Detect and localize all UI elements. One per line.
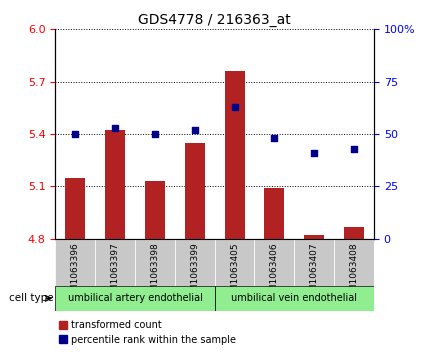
FancyBboxPatch shape [175,239,215,286]
Text: GSM1063397: GSM1063397 [110,242,119,303]
Title: GDS4778 / 216363_at: GDS4778 / 216363_at [138,13,291,26]
Point [191,127,198,132]
FancyBboxPatch shape [294,239,334,286]
Text: GSM1063408: GSM1063408 [350,242,359,303]
Text: GSM1063399: GSM1063399 [190,242,199,303]
FancyBboxPatch shape [215,239,255,286]
FancyBboxPatch shape [55,239,95,286]
Point [72,131,79,137]
Text: cell type: cell type [8,293,53,303]
Text: GSM1063396: GSM1063396 [71,242,79,303]
Bar [224,71,244,239]
FancyBboxPatch shape [334,239,374,286]
Point [112,125,119,131]
Bar [105,130,125,239]
Text: umbilical vein endothelial: umbilical vein endothelial [231,293,357,303]
Bar [145,181,165,239]
FancyBboxPatch shape [55,286,215,311]
FancyBboxPatch shape [215,286,374,311]
Legend: transformed count, percentile rank within the sample: transformed count, percentile rank withi… [57,316,239,349]
Text: GSM1063406: GSM1063406 [270,242,279,303]
Text: GSM1063407: GSM1063407 [310,242,319,303]
FancyBboxPatch shape [255,239,294,286]
Bar [304,235,324,239]
Point [311,150,317,156]
Text: umbilical artery endothelial: umbilical artery endothelial [68,293,202,303]
Point [151,131,158,137]
Text: GSM1063398: GSM1063398 [150,242,159,303]
Bar [185,143,205,239]
Point [271,135,278,141]
Point [351,146,357,152]
Bar [264,188,284,239]
FancyBboxPatch shape [135,239,175,286]
Bar [344,227,364,239]
FancyBboxPatch shape [95,239,135,286]
Point [231,104,238,110]
Bar [65,178,85,239]
Text: GSM1063405: GSM1063405 [230,242,239,303]
